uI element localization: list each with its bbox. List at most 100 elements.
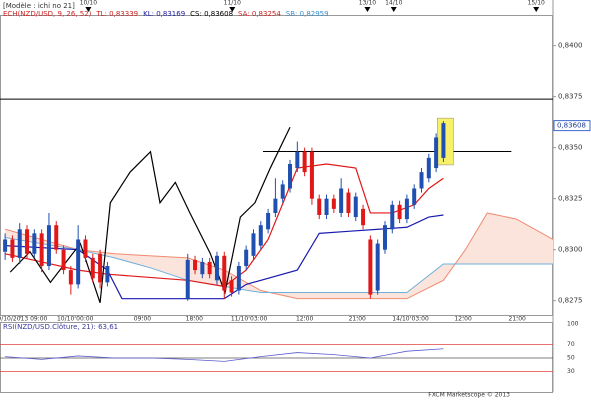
candle-body	[244, 249, 249, 267]
date-label: 15/10	[528, 0, 545, 7]
legend-item: TL: 0,83339	[95, 10, 138, 18]
candle-body	[32, 233, 37, 254]
y-tick-label: 0,8350	[558, 144, 583, 152]
candle-body	[61, 249, 66, 271]
y-tick-label: 0,8375	[558, 93, 583, 101]
candle-body	[397, 204, 402, 220]
x-tick-label: 12:00	[454, 316, 471, 323]
candle-body	[426, 157, 431, 179]
x-tick-label: 11/10 03:00	[231, 316, 268, 323]
candle-body	[98, 253, 103, 283]
rsi-line	[5, 348, 444, 362]
candle-body	[222, 255, 227, 291]
cloud-fill	[5, 212, 554, 299]
legend-item: CS: 0,83608	[190, 10, 233, 18]
rsi-tick-label: 50	[567, 355, 575, 362]
indicator-line	[9, 126, 291, 303]
rsi-tick-label: 30	[567, 368, 575, 375]
x-tick-label: 18:00	[186, 316, 203, 323]
date-label: 11/10	[224, 0, 241, 7]
candle-body	[266, 212, 271, 230]
date-marker	[390, 7, 397, 12]
rsi-title: RSI(NZD/USD.Clôture, 21): 63,61	[3, 323, 118, 331]
candle-body	[207, 261, 212, 275]
candle-body	[236, 266, 241, 291]
candle-body	[10, 239, 15, 258]
candle-body	[361, 208, 366, 226]
candle-body	[193, 259, 198, 271]
last-price-box	[553, 120, 591, 132]
candle-body	[25, 229, 30, 254]
candle-body	[39, 233, 44, 267]
candle-body	[375, 243, 380, 291]
rsi-tick-label: 70	[567, 341, 575, 348]
candle-body	[353, 196, 358, 218]
candle-body	[412, 188, 417, 205]
indicator-line	[5, 214, 444, 300]
candle-body	[339, 188, 344, 213]
last-price-label: 0,83608	[557, 122, 586, 130]
candle-body	[200, 261, 205, 275]
x-tick-label: 14/10 03:00	[392, 316, 429, 323]
candle-body	[331, 198, 336, 209]
candle-body	[404, 198, 409, 220]
candle-body	[258, 225, 263, 246]
candle-body	[302, 151, 307, 173]
date-marker	[229, 7, 236, 12]
x-tick-label: 09/10/2013 09:00	[0, 316, 48, 323]
y-tick-label: 0,8300	[558, 246, 583, 254]
legend-item: SA: 0,83254	[238, 10, 281, 18]
candle-body	[317, 198, 322, 215]
x-tick-label: 21:00	[509, 316, 526, 323]
y-tick-label: 0,8325	[558, 195, 583, 203]
candle-body	[185, 259, 190, 299]
legend-item: SB: 0,82959	[286, 10, 329, 18]
candle-body	[309, 151, 314, 199]
layer: 0,8275 0,8300 0,8325 0,8350 0,8375 0,8400 09/1…	[0, 0, 591, 375]
candle-body	[390, 204, 395, 230]
cloud-line	[5, 236, 553, 294]
legend-item: KL: 0,83169	[143, 10, 185, 18]
candle-body	[324, 198, 329, 215]
date-marker	[85, 7, 92, 12]
date-marker	[533, 7, 540, 12]
candle-body	[17, 229, 22, 258]
y-tick-label: 0,8400	[558, 42, 583, 50]
footer: FXCM Marketscope © 2013	[428, 392, 510, 399]
date-label: 14/10	[385, 0, 402, 7]
candle-body	[346, 192, 351, 213]
cloud-line	[4, 212, 554, 300]
candle-body	[441, 123, 446, 158]
candle-body	[83, 239, 88, 258]
candle-body	[214, 255, 219, 281]
candle-body	[3, 239, 8, 252]
date-label: 10/10	[80, 0, 97, 7]
x-tick-label: 10/10 00:00	[57, 316, 94, 323]
legend-title: [Modèle : ichi no 21]	[3, 2, 75, 10]
candle-body	[68, 270, 73, 285]
candle-body	[280, 184, 285, 199]
candle-body	[229, 280, 234, 293]
legend: ECH(NZD/USD, 9, 26, 52) TL: 0,83339 KL: 0,…	[3, 10, 329, 18]
candle-body	[76, 239, 81, 285]
rsi-tick-label: 100	[567, 321, 579, 328]
x-tick-label: 09:00	[134, 316, 151, 323]
candle-body	[251, 233, 256, 256]
candle-body	[54, 225, 59, 250]
legend-item: ECH(NZD/USD, 9, 26, 52)	[3, 10, 92, 18]
candle-body	[419, 172, 424, 189]
candle-body	[273, 198, 278, 213]
candle-body	[105, 266, 110, 283]
date-marker	[364, 7, 371, 12]
x-tick-label: 21:00	[349, 316, 366, 323]
candle-body	[288, 163, 293, 189]
date-label: 13/10	[359, 0, 376, 7]
candle-body	[90, 257, 95, 279]
candle-body	[295, 151, 300, 169]
candle-body	[46, 225, 51, 267]
x-tick-label: 12:00	[296, 316, 313, 323]
candle-body	[368, 239, 373, 295]
candle-body	[434, 137, 439, 169]
